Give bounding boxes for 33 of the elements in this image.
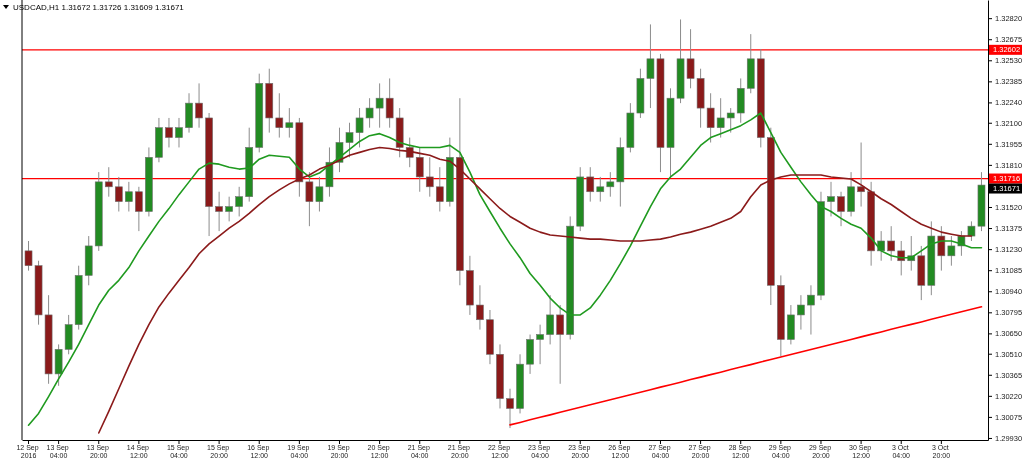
candlestick: [225, 196, 233, 222]
line-series: [27, 112, 983, 426]
chart-title: USDCAD,H1 1.31672 1.31726 1.31609 1.31671: [13, 3, 185, 12]
candlestick: [556, 304, 564, 385]
candlestick: [285, 107, 294, 139]
candlestick: [606, 171, 615, 198]
candlestick: [837, 191, 845, 227]
candlestick: [726, 107, 735, 134]
candlestick: [476, 284, 484, 331]
candlestick: [827, 181, 835, 217]
candlestick: [114, 176, 123, 212]
candlestick: [275, 92, 284, 139]
candlestick: [807, 284, 815, 336]
candlestick: [897, 240, 906, 276]
candlestick: [435, 166, 444, 212]
candlestick: [506, 388, 514, 429]
candlestick: [125, 181, 133, 212]
candlestick: [586, 166, 595, 203]
candlestick: [546, 294, 554, 345]
candlestick: [797, 294, 805, 331]
candlestick: [175, 117, 183, 148]
candlestick: [235, 186, 243, 217]
candlestick: [135, 186, 143, 232]
candlestick: [104, 166, 113, 198]
candlestick: [536, 324, 544, 365]
candlestick: [716, 97, 725, 139]
candlestick: [215, 191, 223, 232]
line-series: [509, 305, 983, 426]
candlestick: [425, 156, 434, 198]
candlestick: [596, 176, 605, 203]
candlestick: [887, 225, 896, 262]
candlestick: [165, 117, 173, 148]
candlestick: [195, 82, 203, 129]
